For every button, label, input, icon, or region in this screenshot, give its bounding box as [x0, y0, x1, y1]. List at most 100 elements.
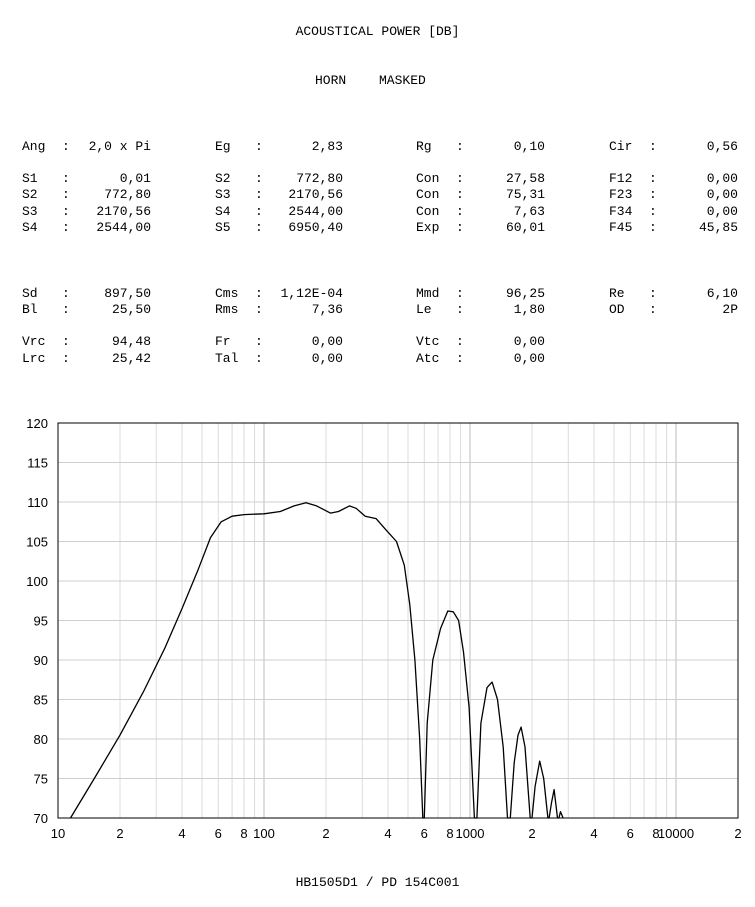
param-value: 96,25: [505, 286, 545, 301]
param-colon: :: [649, 286, 657, 301]
param-label: Con: [416, 187, 440, 202]
x-tick-label: 2: [322, 826, 329, 841]
param-colon: :: [62, 334, 70, 349]
param-colon: :: [649, 187, 657, 202]
param-value: 2,0 x Pi: [88, 139, 151, 154]
param-label: F34: [609, 204, 633, 219]
x-tick-label: 4: [590, 826, 597, 841]
param-label: Le: [416, 302, 432, 317]
y-tick-label: 80: [34, 732, 48, 747]
param-colon: :: [456, 302, 464, 317]
power-curve-line: [69, 502, 564, 819]
param-colon: :: [255, 351, 263, 366]
param-value: 0,00: [706, 171, 738, 186]
param-colon: :: [62, 171, 70, 186]
separator-wavy: [14, 862, 746, 868]
param-label: Sd: [22, 286, 38, 301]
separator-wavy: [14, 389, 746, 395]
separator-wavy: [14, 110, 746, 116]
param-colon: :: [649, 302, 657, 317]
x-tick-label: 2: [734, 826, 741, 841]
param-value: 7,63: [513, 204, 545, 219]
y-tick-label: 105: [26, 535, 48, 550]
param-colon: :: [456, 187, 464, 202]
param-label: F23: [609, 187, 633, 202]
y-tick-label: 110: [27, 495, 48, 510]
param-value: 25,42: [111, 351, 151, 366]
param-label: Cir: [609, 139, 633, 154]
param-colon: :: [62, 187, 70, 202]
param-label: Vrc: [22, 334, 46, 349]
separator-wavy: [14, 259, 746, 265]
param-colon: :: [649, 171, 657, 186]
param-colon: :: [456, 171, 464, 186]
param-colon: :: [255, 334, 263, 349]
param-value: 2170,56: [288, 187, 343, 202]
param-label: Re: [609, 286, 625, 301]
param-value: 772,80: [104, 187, 151, 202]
acoustical-power-chart: 70 75 80 85 90 95 100 105 110 115 120 10 2 4 6 8 100 2 4 6 8…: [26, 416, 741, 841]
param-label: S3: [22, 204, 38, 219]
separator-wavy: [14, 45, 746, 51]
y-tick-label: 115: [27, 456, 48, 471]
param-label: Cms: [215, 286, 239, 301]
param-value: 25,50: [111, 302, 151, 317]
param-label: S5: [215, 220, 231, 235]
param-label: Tal: [215, 351, 239, 366]
param-label: S3: [215, 187, 231, 202]
param-colon: :: [62, 351, 70, 366]
param-value: 0,01: [119, 171, 151, 186]
y-tick-label: 100: [26, 574, 48, 589]
param-colon: :: [456, 220, 464, 235]
param-label: S4: [22, 220, 38, 235]
param-colon: :: [456, 286, 464, 301]
x-tick-label: 8: [446, 826, 453, 841]
param-label: OD: [609, 302, 625, 317]
param-colon: :: [456, 351, 464, 366]
param-value: 2544,00: [96, 220, 151, 235]
param-label: Con: [416, 204, 440, 219]
param-colon: :: [255, 171, 263, 186]
param-label: S4: [215, 204, 231, 219]
y-tick-label: 95: [34, 614, 48, 629]
x-tick-label: 1000: [456, 826, 485, 841]
param-label: Ang: [22, 139, 46, 154]
param-value: 0,00: [706, 204, 738, 219]
param-value: 6950,40: [288, 220, 343, 235]
param-value: 0,10: [513, 139, 545, 154]
param-label: Eg: [215, 139, 231, 154]
param-value: 2170,56: [96, 204, 151, 219]
param-colon: :: [255, 204, 263, 219]
separator-wavy: [14, 895, 746, 901]
param-colon: :: [62, 204, 70, 219]
param-value: 7,36: [311, 302, 343, 317]
param-label: Atc: [416, 351, 440, 366]
x-tick-label: 6: [215, 826, 222, 841]
param-value: 0,56: [706, 139, 738, 154]
param-label: Bl: [22, 302, 38, 317]
param-label: F45: [609, 220, 633, 235]
plot-frame: [57, 422, 739, 819]
param-label: Lrc: [22, 351, 46, 366]
footer-label: HB1505D1 / PD 154C001: [295, 875, 460, 890]
separator-wavy: [14, 12, 746, 18]
param-label: S2: [22, 187, 38, 202]
x-tick-label: 8: [652, 826, 659, 841]
param-colon: :: [62, 286, 70, 301]
param-colon: :: [62, 220, 70, 235]
x-tick-label: 8: [240, 826, 247, 841]
param-value: 1,12E-04: [280, 286, 343, 301]
param-value: 772,80: [296, 171, 343, 186]
y-tick-label: 70: [34, 811, 48, 826]
param-label: S1: [22, 171, 38, 186]
param-value: 2,83: [311, 139, 343, 154]
param-value: 60,01: [505, 220, 545, 235]
param-label: F12: [609, 171, 633, 186]
param-colon: :: [649, 204, 657, 219]
param-colon: :: [255, 302, 263, 317]
subtitle-masked: MASKED: [379, 73, 426, 88]
param-label: Vtc: [416, 334, 440, 349]
x-tick-label: 6: [421, 826, 428, 841]
x-tick-label: 4: [384, 826, 391, 841]
y-tick-label: 120: [26, 416, 48, 431]
